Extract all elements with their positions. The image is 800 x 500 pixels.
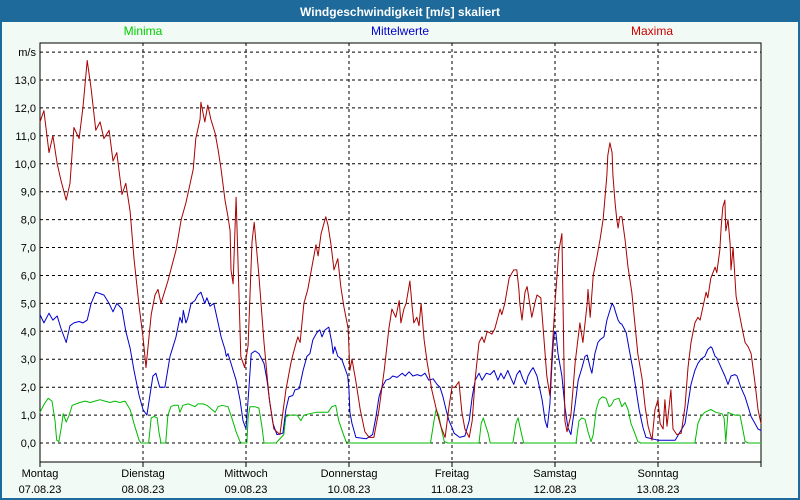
svg-text:9,0: 9,0 <box>21 187 36 199</box>
svg-text:08.08.23: 08.08.23 <box>122 484 165 496</box>
svg-text:07.08.23: 07.08.23 <box>19 484 62 496</box>
window-title: Windgeschwindigkeit [m/s] skaliert <box>300 5 500 19</box>
svg-text:12.08.23: 12.08.23 <box>534 484 577 496</box>
svg-text:1,0: 1,0 <box>21 410 36 422</box>
svg-text:Montag: Montag <box>22 468 59 480</box>
title-bar: Windgeschwindigkeit [m/s] skaliert <box>2 2 798 22</box>
svg-text:Mittwoch: Mittwoch <box>224 468 267 480</box>
svg-text:11,0: 11,0 <box>15 131 36 143</box>
svg-text:13,0: 13,0 <box>15 75 36 87</box>
svg-text:7,0: 7,0 <box>21 243 36 255</box>
svg-text:Sonntag: Sonntag <box>638 468 679 480</box>
svg-text:12,0: 12,0 <box>15 103 36 115</box>
svg-text:09.08.23: 09.08.23 <box>225 484 268 496</box>
svg-text:11.08.23: 11.08.23 <box>431 484 473 496</box>
svg-text:2,0: 2,0 <box>21 382 36 394</box>
legend-minima: Minima <box>123 24 163 38</box>
svg-text:Samstag: Samstag <box>533 468 576 480</box>
svg-text:4,0: 4,0 <box>21 326 36 338</box>
svg-text:Donnerstag: Donnerstag <box>321 468 378 480</box>
svg-text:10.08.23: 10.08.23 <box>328 484 371 496</box>
svg-text:5,0: 5,0 <box>21 298 36 310</box>
svg-text:6,0: 6,0 <box>21 271 36 283</box>
legend-mittelwerte: Mittelwerte <box>370 24 430 38</box>
svg-text:3,0: 3,0 <box>21 354 36 366</box>
svg-text:0,0: 0,0 <box>21 438 36 450</box>
svg-text:10,0: 10,0 <box>15 159 36 171</box>
svg-text:Freitag: Freitag <box>435 468 469 480</box>
svg-text:m/s: m/s <box>18 47 36 59</box>
svg-text:Dienstag: Dienstag <box>121 468 164 480</box>
legend-maxima: Maxima <box>630 24 674 38</box>
svg-text:8,0: 8,0 <box>21 215 36 227</box>
svg-text:13.08.23: 13.08.23 <box>637 484 680 496</box>
